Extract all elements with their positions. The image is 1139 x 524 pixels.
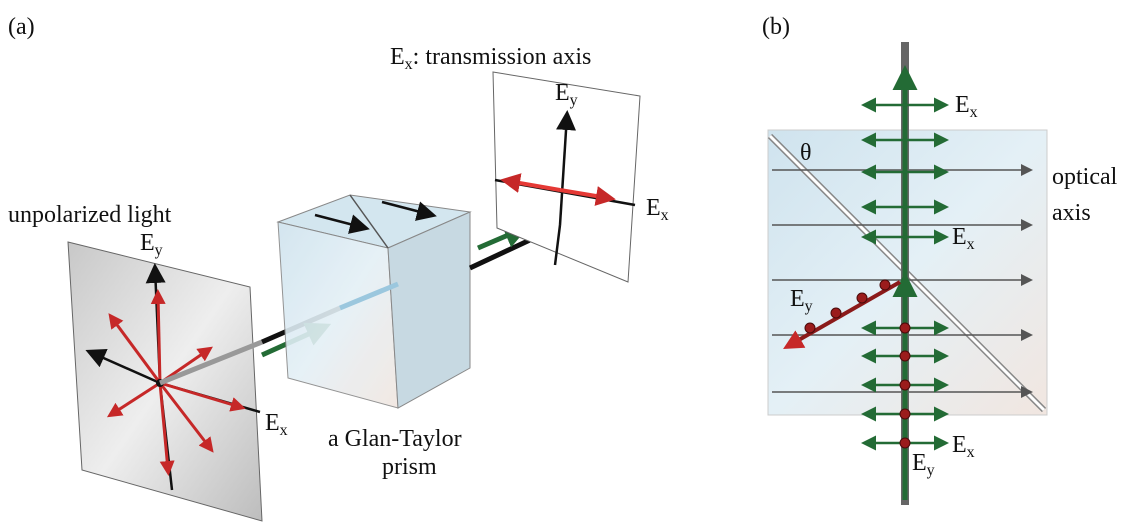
axis-label: Ex: [265, 410, 288, 439]
prism-label: prism: [382, 454, 437, 480]
ey-dot: [900, 380, 910, 390]
figure: (a) Ex: transmission axis unpolarized li…: [0, 0, 1139, 524]
prism-front: [278, 222, 398, 408]
axis-label: Ey: [555, 80, 578, 109]
ey-dot: [805, 323, 815, 333]
ey-dot: [831, 308, 841, 318]
ey-dot: [857, 293, 867, 303]
angle-label: θ: [800, 140, 812, 166]
ey-dot: [900, 438, 910, 448]
field-label: Ex: [955, 92, 978, 121]
source-label: unpolarized light: [8, 202, 172, 228]
ey-dot: [900, 323, 910, 333]
field-label: Ey: [912, 450, 935, 479]
panel-label: (a): [8, 14, 35, 40]
panel-label: (b): [762, 14, 790, 40]
title: Ex: transmission axis: [390, 44, 591, 73]
ey-dot: [900, 409, 910, 419]
field-label: Ex: [952, 432, 975, 461]
axis-label: Ey: [140, 230, 163, 259]
axis-label: Ex: [646, 195, 669, 224]
axis-label: optical: [1052, 164, 1118, 190]
axis-label: axis: [1052, 200, 1091, 226]
prism-label: a Glan-Taylor: [328, 426, 462, 452]
ey-dot: [900, 351, 910, 361]
ey-dot: [880, 280, 890, 290]
